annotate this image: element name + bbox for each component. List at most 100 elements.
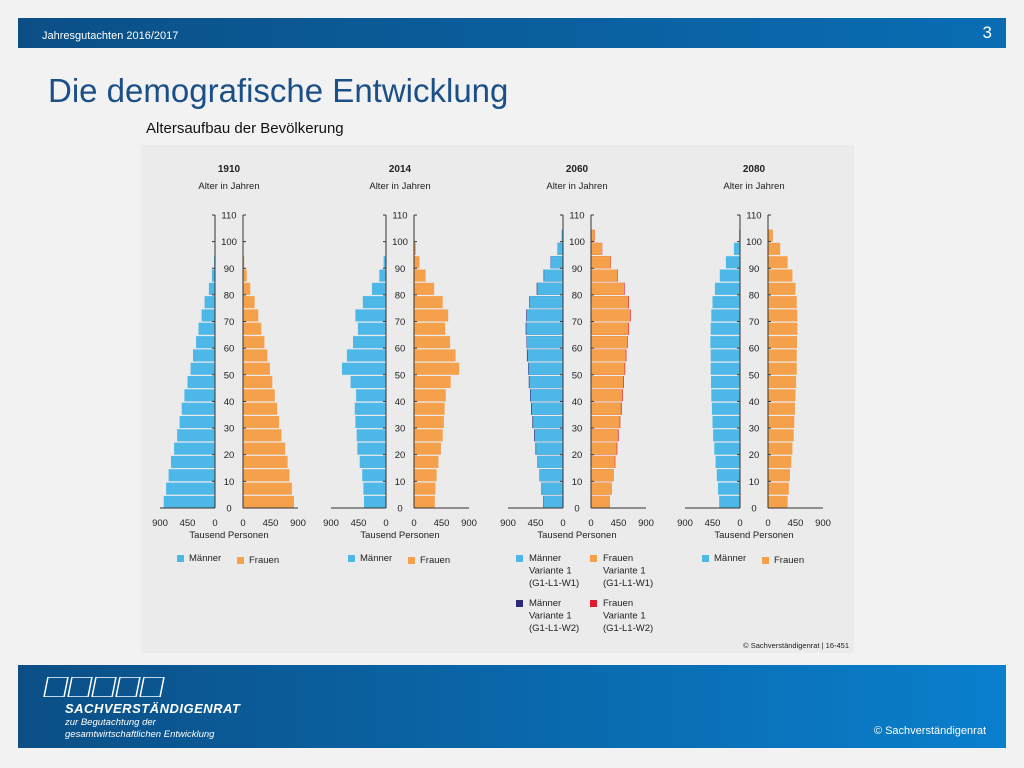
bar-men (371, 282, 386, 295)
bar-women (768, 349, 797, 362)
bar-women (414, 429, 443, 442)
x-tick-label: 0 (737, 518, 742, 529)
bar-men (211, 269, 215, 282)
y-tick-label: 20 (749, 450, 760, 461)
bar-women (243, 349, 268, 362)
bar-women (591, 469, 613, 482)
y-tick-label: 10 (749, 477, 760, 488)
bar-men (357, 322, 386, 335)
x-tick-label: 0 (560, 518, 565, 529)
bar-men (168, 469, 215, 482)
y-tick-label: 0 (397, 504, 402, 515)
bar-men (530, 296, 563, 309)
page-title: Die demografische Entwicklung (48, 72, 509, 109)
brand-tagline-1: zur Begutachtung der (65, 717, 156, 728)
y-tick-label: 70 (224, 317, 235, 328)
bar-men (527, 349, 563, 362)
bar-men (526, 322, 563, 335)
brand-tagline-2: gesamtwirtschaftlichen Entwicklung (65, 729, 215, 740)
y-axis-label: Alter in Jahren (723, 181, 784, 192)
y-tick-label: 0 (574, 504, 579, 515)
bar-women (243, 282, 251, 295)
bar-men (356, 389, 386, 402)
bar-men (711, 309, 740, 322)
bar-women (591, 256, 611, 269)
y-tick-label: 0 (751, 504, 756, 515)
bar-men (193, 349, 215, 362)
x-tick-label: 450 (528, 518, 544, 529)
y-axis-label: Alter in Jahren (198, 181, 259, 192)
x-tick-label: 450 (705, 518, 721, 529)
bar-women (414, 242, 416, 255)
chart-source: © Sachverständigenrat | 16-451 (743, 641, 849, 650)
bar-men (196, 336, 215, 349)
bar-men (357, 442, 386, 455)
legend-label-line: Frauen (603, 553, 633, 564)
y-tick-label: 50 (395, 370, 406, 381)
bar-women (768, 442, 793, 455)
bar-women (591, 495, 610, 508)
bar-men (198, 322, 215, 335)
x-tick-label: 900 (290, 518, 306, 529)
x-tick-label: 450 (180, 518, 196, 529)
x-tick-label: 900 (152, 518, 168, 529)
bar-men (528, 362, 563, 375)
legend-label-line: Variante 1 (603, 611, 646, 622)
x-axis-label: Tausend Personen (537, 530, 616, 541)
x-tick-label: 450 (263, 518, 279, 529)
bar-women (591, 389, 623, 402)
bar-women (768, 389, 796, 402)
legend-label-line: Männer (529, 553, 561, 564)
bar-women (768, 269, 793, 282)
legend-label-line: (G1-L1-W2) (603, 623, 653, 634)
bar-men (181, 402, 215, 415)
legend-swatch-women (237, 557, 244, 564)
bar-men (733, 242, 740, 255)
bar-men (715, 455, 740, 468)
bar-women (243, 322, 262, 335)
bar-men (204, 296, 215, 309)
pyramid-year: 1910 (218, 164, 241, 175)
legend-swatch-women (408, 557, 415, 564)
bar-men (356, 429, 386, 442)
bar-women (414, 269, 426, 282)
bar-women (591, 229, 595, 242)
bar-women (591, 309, 631, 322)
bar-men (187, 376, 215, 389)
y-tick-label: 20 (224, 450, 235, 461)
legend-label-line: (G1-L1-W1) (529, 578, 579, 589)
bar-women (768, 469, 790, 482)
bar-men (561, 229, 563, 242)
bar-men (531, 402, 563, 415)
bar-men (201, 309, 215, 322)
bar-women (243, 389, 275, 402)
x-axis-label: Tausend Personen (189, 530, 268, 541)
bar-women (414, 376, 451, 389)
y-tick-label: 110 (221, 211, 236, 222)
bar-men (713, 429, 740, 442)
bar-women (243, 442, 286, 455)
legend-label-line: (G1-L1-W2) (529, 623, 579, 634)
bar-women (243, 429, 282, 442)
y-tick-label: 100 (569, 237, 585, 248)
bar-men (544, 269, 563, 282)
bar-women (414, 442, 441, 455)
bar-men (364, 495, 386, 508)
pyramid-year: 2060 (566, 164, 589, 175)
bar-men (383, 256, 386, 269)
bar-men (534, 429, 563, 442)
bar-women (414, 389, 446, 402)
chart-title: Altersaufbau der Bevölkerung (146, 120, 344, 137)
y-tick-label: 30 (572, 424, 583, 435)
bar-women (768, 256, 788, 269)
y-tick-label: 110 (569, 211, 584, 222)
footer-copyright: © Sachverständigenrat (873, 725, 986, 737)
legend-label: Männer Variante 1 (G1-L1-W1) (529, 553, 579, 589)
bar-women (591, 296, 629, 309)
bar-women (591, 442, 617, 455)
y-tick-label: 10 (572, 477, 583, 488)
y-tick-label: 100 (392, 237, 408, 248)
bar-men (711, 402, 740, 415)
x-tick-label: 900 (323, 518, 339, 529)
x-tick-label: 900 (677, 518, 693, 529)
